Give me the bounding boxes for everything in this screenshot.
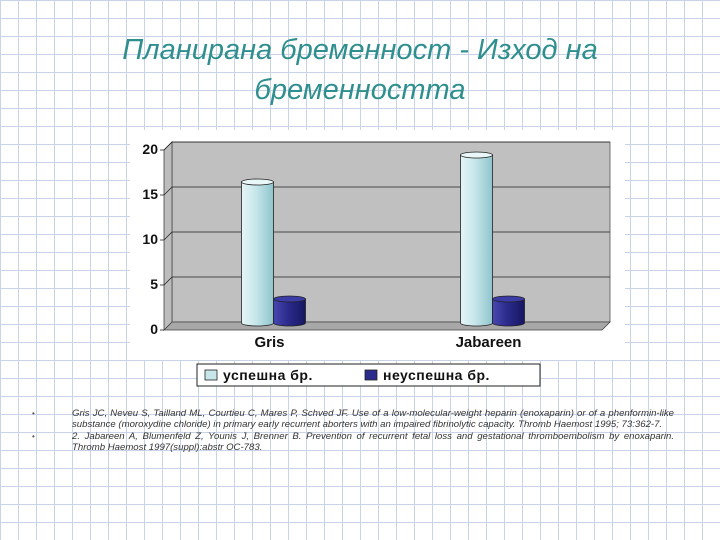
bar-gris-successful <box>241 181 274 327</box>
reference-item-2: • 2. Jabareen A, Blumenfeld Z, Younis J,… <box>32 431 674 454</box>
title-line-1: Планирана бременност - Изход на <box>122 34 598 66</box>
bullet-icon: • <box>32 431 35 441</box>
slide-title: Планирана бременност - Изход на бременно… <box>40 30 680 110</box>
gridline-side <box>163 231 173 241</box>
y-tick-label: 5 <box>150 276 158 292</box>
x-tick-label: Jabareen <box>456 334 522 351</box>
gridline-side <box>163 141 173 151</box>
bar-top <box>241 178 274 186</box>
bar-gris-unsuccessful <box>273 298 306 327</box>
legend-swatch-successful <box>204 369 218 381</box>
reference-item-1: • Gris JC, Neveu S, Tailland ML, Courtie… <box>32 408 674 431</box>
reference-text-2: 2. Jabareen A, Blumenfeld Z, Younis J, B… <box>72 430 674 454</box>
y-tick-label: 15 <box>142 186 158 202</box>
y-tick-label: 0 <box>150 321 158 337</box>
bar-jabareen-successful <box>460 154 493 327</box>
legend-label-successful: успешна бр. <box>223 367 313 383</box>
legend-label-unsuccessful: неуспешна бр. <box>383 367 490 383</box>
reference-text-1: Gris JC, Neveu S, Tailland ML, Courtieu … <box>72 408 674 431</box>
y-tick-label: 20 <box>142 141 158 157</box>
plot-floor <box>163 321 611 331</box>
bar-chart: 0 5 10 15 20 Gris Jabareen успешна бр. неуспешна… <box>142 141 611 387</box>
bar-top <box>492 295 525 303</box>
bar-top <box>273 295 306 303</box>
x-tick-label: Gris <box>254 334 284 351</box>
gridline-side <box>163 186 173 196</box>
bar-top <box>460 151 493 159</box>
legend-swatch-unsuccessful <box>364 369 378 381</box>
title-line-2: бременността <box>254 74 466 106</box>
gridline-side <box>163 276 173 286</box>
y-tick-label: 10 <box>142 231 158 247</box>
bar-jabareen-unsuccessful <box>492 298 525 327</box>
references-list: • Gris JC, Neveu S, Tailland ML, Courtie… <box>32 408 674 454</box>
bullet-icon: • <box>32 409 35 418</box>
